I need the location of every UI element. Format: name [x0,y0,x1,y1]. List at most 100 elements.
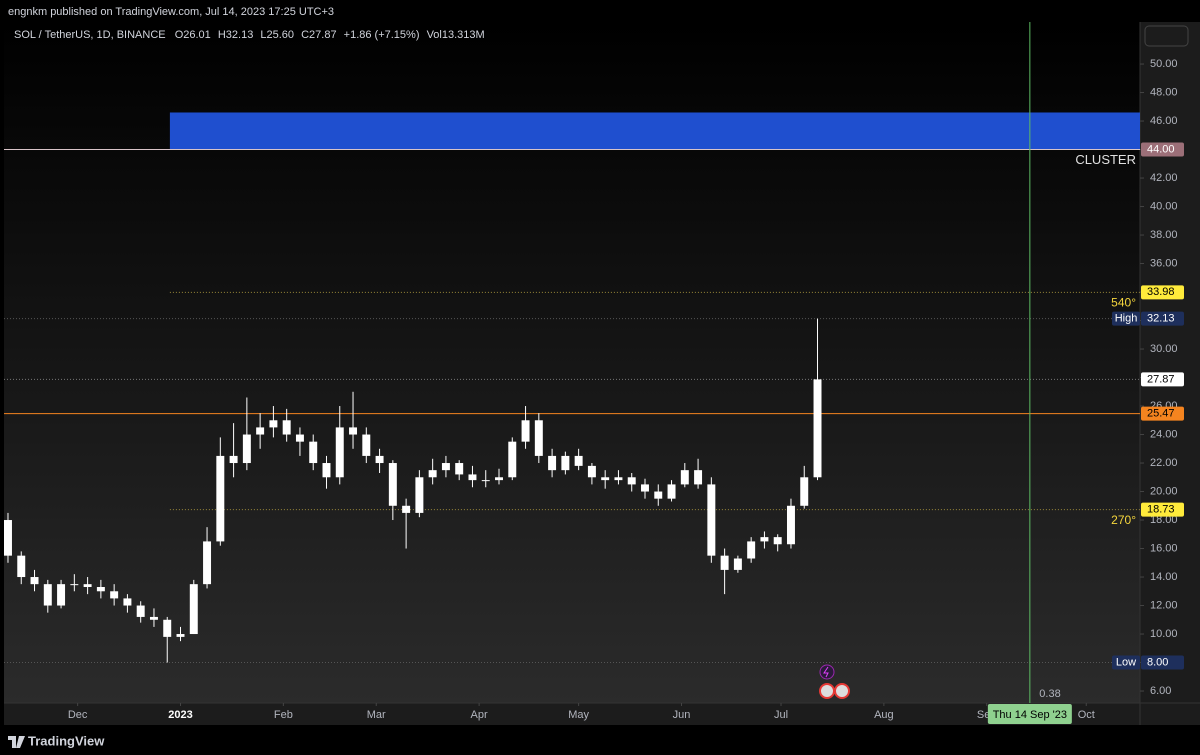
candle-body [495,477,503,481]
candle-body [309,441,318,464]
candle-body [388,463,397,506]
y-tick-label: 42.00 [1150,172,1178,184]
x-tick-label: Feb [274,709,293,721]
ohlc: +1.86 (+7.15%) [344,29,420,41]
y-tick-label: 16.00 [1150,542,1178,554]
annotation: 0.38 [1039,688,1060,700]
candle-body [216,455,225,542]
candle-body [335,427,344,478]
candle-body [57,584,66,606]
footer: TradingView [8,733,105,748]
candle-body [362,434,371,456]
y-tick-label: 18.00 [1150,514,1178,526]
candle-body [627,477,636,485]
candle-body [481,480,490,482]
candle-body [349,427,358,435]
candle-body [415,477,424,513]
logo [8,736,25,748]
time-axis [4,703,1200,725]
price-badge-label: 25.47 [1147,407,1175,419]
price-badge [1141,311,1184,326]
candle-body [614,477,623,481]
candle-body [667,484,676,499]
candle-body [375,455,384,464]
candle-body [43,584,52,606]
candle-body [282,420,291,435]
price-badge-label: 33.98 [1147,286,1175,298]
candle-body [521,420,530,442]
price-badge-label: 27.87 [1147,373,1175,385]
candle-body [760,537,769,542]
candle-body [70,584,79,586]
event-icon [819,683,835,699]
zone-box [169,112,1141,150]
y-tick-label: 48.00 [1150,86,1178,98]
candle-body [733,558,742,570]
price-badge [1141,285,1184,300]
x-tick-label: Jun [673,709,691,721]
candle-body [773,537,782,545]
candle-body [441,463,450,471]
candle-body [203,541,212,585]
settings-button[interactable] [1144,25,1189,47]
ohlc: L25.60 [260,29,294,41]
date-badge-label: Thu 14 Sep '23 [993,709,1067,721]
price-badge [1141,655,1184,670]
y-tick-label: 22.00 [1150,457,1178,469]
price-axis [1140,22,1200,703]
candle-body [747,541,756,559]
candle-body [96,587,105,592]
event-icon [819,664,835,680]
candle-body [123,598,132,606]
y-tick-label: 24.00 [1150,428,1178,440]
header: engnkm published on TradingView.com, Jul… [8,6,334,18]
y-tick-label: 40.00 [1150,200,1178,212]
x-tick-label: Oct [1078,709,1095,721]
price-tag [1112,311,1140,326]
price-badge-label: 32.13 [1147,313,1175,325]
candle-body [269,420,278,428]
date-badge [987,704,1072,724]
candle-body [242,434,251,464]
y-tick-label: 10.00 [1150,628,1178,640]
candle-body [813,379,822,478]
candle-body [468,474,477,481]
candle-body [574,455,583,466]
candle-body [680,470,689,485]
symbol-title: SOL / TetherUS, 1D, BINANCE [14,29,166,41]
candle-body [30,577,39,585]
price-badge [1141,372,1184,387]
candle-body [402,505,411,513]
ohlc: Vol13.313M [427,29,485,41]
price-badge-label: 18.73 [1147,504,1175,516]
candle-body [322,463,331,478]
candle-body [17,555,26,578]
candle-body [707,484,716,556]
candle-body [295,434,304,442]
candle-body [256,427,265,435]
level-note: CLUSTER [1075,152,1136,167]
y-tick-label: 38.00 [1150,229,1178,241]
level-note: 270° [1111,513,1136,527]
candle-body [176,634,185,637]
price-tag-label: High [1115,313,1138,325]
x-tick-label: 2023 [168,709,192,721]
candle-body [548,455,557,471]
candle-body [587,465,596,478]
footer-brand: TradingView [28,733,105,748]
x-tick-label: May [568,709,589,721]
x-tick-label: Jul [774,709,788,721]
candle-body [720,555,729,570]
candle-body [229,455,238,464]
y-tick-label: 50.00 [1150,58,1178,70]
y-tick-label: 20.00 [1150,485,1178,497]
event-icon [823,666,829,678]
price-badge-label: 8.00 [1147,656,1168,668]
candle-body [641,484,649,492]
candle-body [149,616,158,620]
candle-body [136,605,145,617]
candle-body [654,491,663,499]
candle-body [534,420,543,456]
